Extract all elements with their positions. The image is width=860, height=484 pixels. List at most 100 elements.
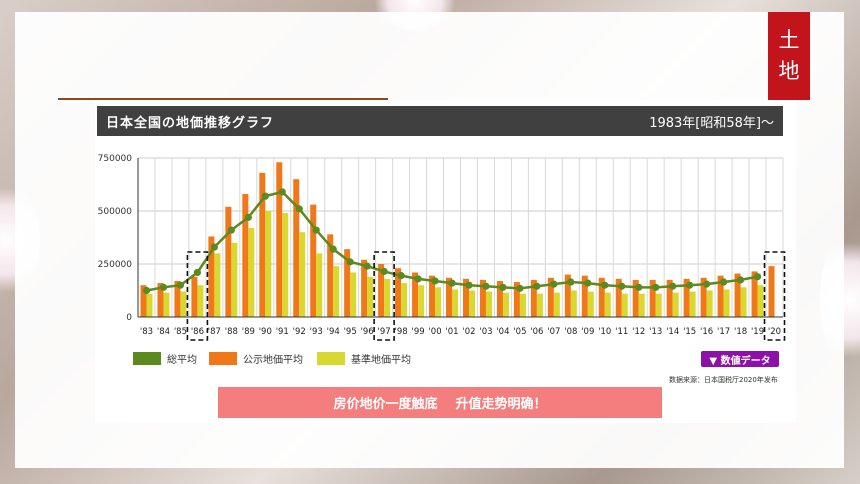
point-total xyxy=(652,283,660,291)
bar-standard xyxy=(163,292,170,317)
point-total xyxy=(261,192,269,200)
x-tick-label: '84 xyxy=(157,327,170,337)
legend-label: 公示地価平均 xyxy=(243,355,303,366)
bar-public xyxy=(666,279,673,317)
point-total xyxy=(703,280,711,288)
x-tick-label: '88 xyxy=(225,327,238,337)
summary-banner: 房价地价一度触底 升值走势明确！ xyxy=(218,387,662,418)
bar-standard xyxy=(367,276,374,317)
bar-public xyxy=(140,285,147,317)
bar-public xyxy=(496,280,503,317)
bar-public xyxy=(547,277,554,317)
point-total xyxy=(567,278,575,286)
bar-standard xyxy=(197,285,204,317)
bar-public xyxy=(429,275,436,317)
bar-standard xyxy=(435,287,442,317)
bar-public xyxy=(293,179,300,317)
point-total xyxy=(244,213,252,221)
point-total xyxy=(363,262,371,270)
land-price-chart: 0 250000 500000 750000 '83 '84 '85 '86 '87 '88 '89… xyxy=(98,154,786,341)
point-total xyxy=(465,281,473,289)
x-tick-label: '94 xyxy=(327,327,340,337)
point-total xyxy=(142,286,151,295)
x-tick-label: '99 xyxy=(411,327,424,337)
bar-public xyxy=(751,271,758,317)
bar-public xyxy=(530,279,537,317)
bar-public xyxy=(581,275,588,317)
bar-public xyxy=(683,278,690,317)
highlight-box xyxy=(186,251,209,341)
x-tick-label: '04 xyxy=(496,327,509,337)
point-total xyxy=(329,245,337,253)
bar-standard xyxy=(401,283,408,317)
bar-public xyxy=(615,278,622,317)
bar-public xyxy=(564,274,571,317)
data-source: 数据来源：日本国税厅2020年发布 xyxy=(669,376,778,384)
point-total xyxy=(278,188,286,196)
x-tick-label: '85 xyxy=(174,327,187,337)
x-tick-label: '09 xyxy=(581,327,594,337)
x-tick-label: '93 xyxy=(310,327,323,337)
bar-standard xyxy=(519,293,526,317)
bar-public xyxy=(598,277,605,317)
legend-swatch xyxy=(209,352,237,365)
bar-standard xyxy=(299,232,306,317)
bar-standard xyxy=(248,227,255,317)
point-total xyxy=(312,226,320,234)
tag-char: 地 xyxy=(778,59,800,83)
bar-standard xyxy=(604,292,611,317)
point-total xyxy=(193,268,202,277)
point-total xyxy=(227,226,235,234)
bar-public xyxy=(734,273,741,317)
numeric-data-button[interactable]: ▼ 数値データ xyxy=(701,351,779,367)
x-tick-label: '95 xyxy=(344,327,357,337)
x-tick-label: '86 xyxy=(191,327,204,337)
bar-standard xyxy=(384,278,391,317)
point-total xyxy=(686,281,694,289)
x-tick-label: '02 xyxy=(462,327,475,337)
point-total xyxy=(719,278,728,286)
legend-swatch xyxy=(133,352,161,365)
bar-public xyxy=(242,194,249,317)
x-tick-label: '18 xyxy=(734,327,747,337)
bar-standard xyxy=(621,293,628,317)
bar-standard xyxy=(316,253,323,317)
x-tick-label: '15 xyxy=(683,327,696,337)
bar-standard xyxy=(570,290,577,317)
bar-standard xyxy=(146,293,153,317)
x-tick-label: '83 xyxy=(140,327,153,337)
x-tick-label: '16 xyxy=(700,327,713,337)
x-tick-label: '01 xyxy=(445,327,458,337)
point-total xyxy=(448,279,456,287)
point-total xyxy=(618,282,626,290)
bar-standard xyxy=(502,292,509,317)
bar-public xyxy=(276,162,283,317)
x-tick-label: '13 xyxy=(649,327,662,337)
y-tick-label: 500000 xyxy=(98,207,133,217)
point-total xyxy=(482,282,490,290)
panel-header: 日本全国の地価推移グラフ 1983年[昭和58年]〜 xyxy=(97,106,783,136)
x-tick-label: '91 xyxy=(276,327,289,337)
bar-public xyxy=(157,283,164,317)
x-tick-label: '14 xyxy=(666,327,679,337)
bar-standard xyxy=(638,293,645,317)
x-tick-label: '07 xyxy=(547,327,560,337)
bar-public xyxy=(191,276,198,317)
panel-title: 日本全国の地価推移グラフ xyxy=(106,115,275,131)
legend-label: 総平均 xyxy=(167,355,197,366)
point-total xyxy=(550,280,558,288)
bar-public xyxy=(344,249,351,317)
bar-standard xyxy=(536,293,543,317)
point-total xyxy=(753,273,762,281)
y-tick-label: 250000 xyxy=(98,260,133,270)
bar-standard xyxy=(485,291,492,317)
legend-standard: 基準地価平均 xyxy=(317,351,411,366)
line-total xyxy=(146,190,758,292)
bar-public xyxy=(225,206,232,317)
point-total xyxy=(736,276,745,284)
point-total xyxy=(346,258,354,266)
bar-public xyxy=(700,277,707,317)
bar-standard xyxy=(282,213,289,317)
point-total xyxy=(499,283,507,291)
bar-public xyxy=(649,279,656,317)
